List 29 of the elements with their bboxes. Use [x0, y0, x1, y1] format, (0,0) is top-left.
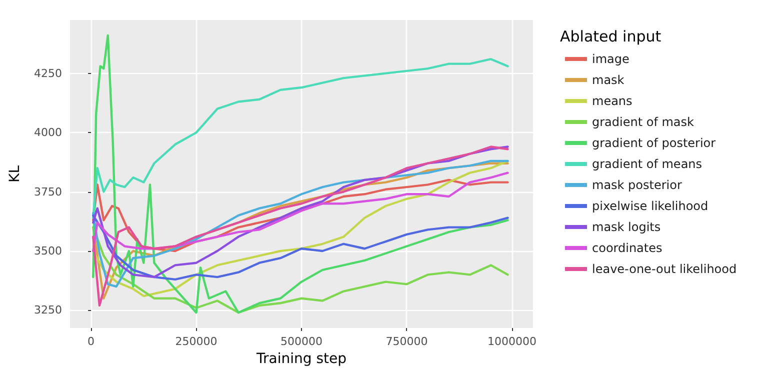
legend-title: Ablated input — [560, 28, 662, 46]
y-tick-label: 3500 — [34, 244, 62, 258]
legend-label: means — [592, 94, 632, 108]
legend-label: gradient of mask — [592, 115, 694, 129]
x-tick-label: 1000000 — [487, 335, 536, 348]
x-tick-label: 250000 — [175, 335, 218, 348]
x-axis-title: Training step — [256, 351, 347, 367]
y-tick-label: 4000 — [34, 126, 62, 140]
line-series — [92, 34, 509, 314]
x-tick-label: 750000 — [386, 335, 428, 348]
line-series — [92, 58, 509, 219]
y-axis-title: KL — [7, 165, 23, 182]
legend-label: gradient of means — [592, 157, 702, 171]
legend-label: leave-one-out likelihood — [592, 262, 737, 276]
legend-label: coordinates — [592, 241, 662, 255]
line-series — [92, 214, 509, 281]
legend-label: mask — [592, 73, 624, 87]
legend-label: pixelwise likelihood — [592, 199, 708, 213]
x-tick-label: 500000 — [280, 335, 322, 348]
legend-label: mask logits — [592, 220, 661, 234]
legend-label: mask posterior — [592, 178, 682, 192]
y-tick-label: 3750 — [34, 185, 62, 198]
x-tick-label: 0 — [88, 335, 95, 348]
y-tick-label: 4250 — [34, 66, 62, 80]
line-series — [92, 226, 509, 314]
y-tick-label: 3250 — [34, 304, 62, 317]
line-series — [92, 146, 509, 278]
legend-label: image — [592, 52, 630, 66]
legend-label: gradient of posterior — [592, 136, 716, 150]
